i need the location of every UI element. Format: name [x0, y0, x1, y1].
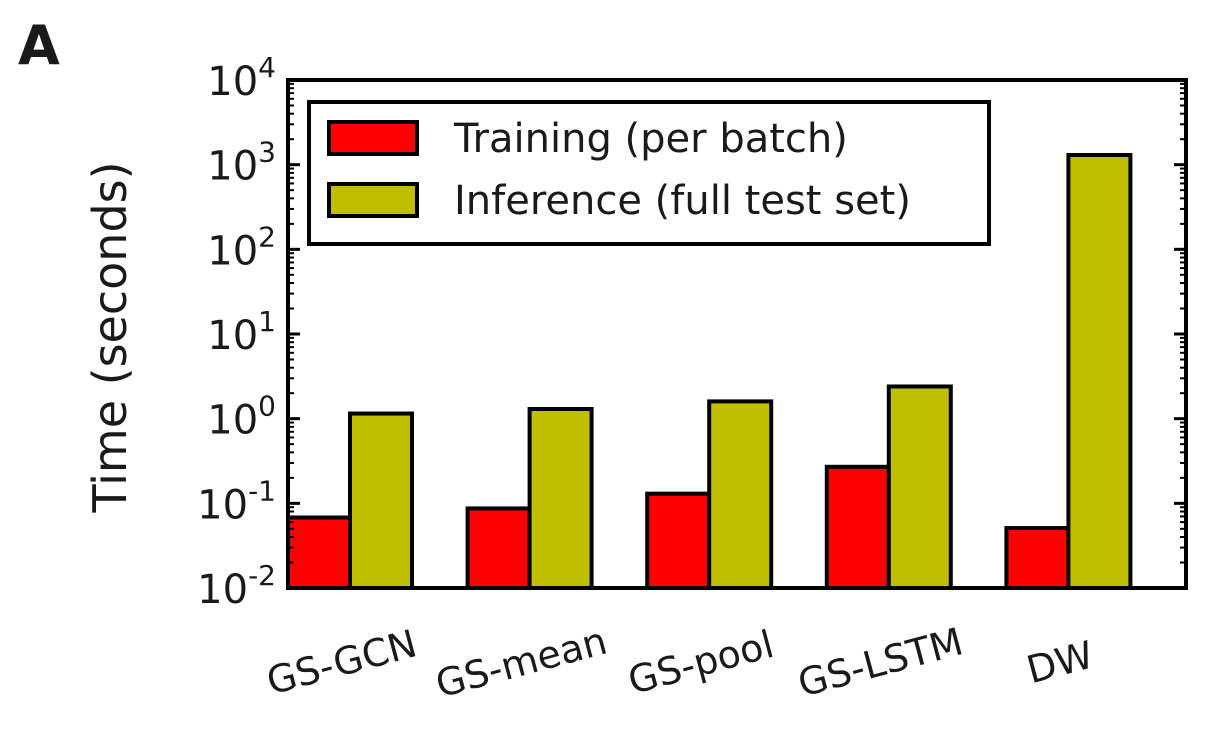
- legend-label-inference: Inference (full test set): [454, 178, 911, 224]
- legend-box: [307, 100, 991, 246]
- y-tick-label: 101: [207, 305, 276, 359]
- bar-inference-gs-pool: [707, 399, 774, 591]
- bar-training-gs-lstm: [824, 464, 891, 590]
- x-tick-label-gs-gcn: GS-GCN: [262, 621, 421, 703]
- y-tick-label: 103: [207, 136, 276, 190]
- x-tick-label-dw: DW: [1022, 633, 1098, 693]
- axes-frame: [286, 78, 1188, 590]
- x-tick-label-gs-pool: GS-pool: [623, 622, 778, 703]
- bar-inference-gs-lstm: [886, 384, 953, 590]
- bar-inference-gs-mean: [527, 407, 594, 590]
- y-axis-label: Time (seconds): [83, 161, 137, 513]
- bar-training-dw: [1004, 526, 1071, 591]
- legend-label-training: Training (per batch): [453, 116, 848, 162]
- plot-area: GS-GCN GS-mean GS-pool GS-LSTM DW 10-2 10-1 100…: [197, 51, 1188, 707]
- bar-inference-gs-gcn: [348, 411, 414, 590]
- y-tick-label: 104: [207, 51, 276, 105]
- bar-inference-dw: [1066, 153, 1133, 590]
- legend-swatch-training: [327, 120, 419, 156]
- bar-training-gs-mean: [465, 506, 532, 591]
- legend-swatch-inference: [327, 182, 419, 218]
- y-tick-label: 10-2: [197, 559, 276, 613]
- panel-label: A: [18, 14, 60, 77]
- y-tick-label: 102: [207, 220, 276, 274]
- y-tick-label: 100: [207, 390, 276, 444]
- y-tick-label: 10-1: [197, 474, 276, 528]
- x-tick-label-gs-lstm: GS-LSTM: [793, 619, 967, 705]
- bar-training-gs-pool: [645, 491, 712, 590]
- x-tick-label-gs-mean: GS-mean: [431, 619, 611, 707]
- bar-training-gs-gcn: [286, 515, 352, 590]
